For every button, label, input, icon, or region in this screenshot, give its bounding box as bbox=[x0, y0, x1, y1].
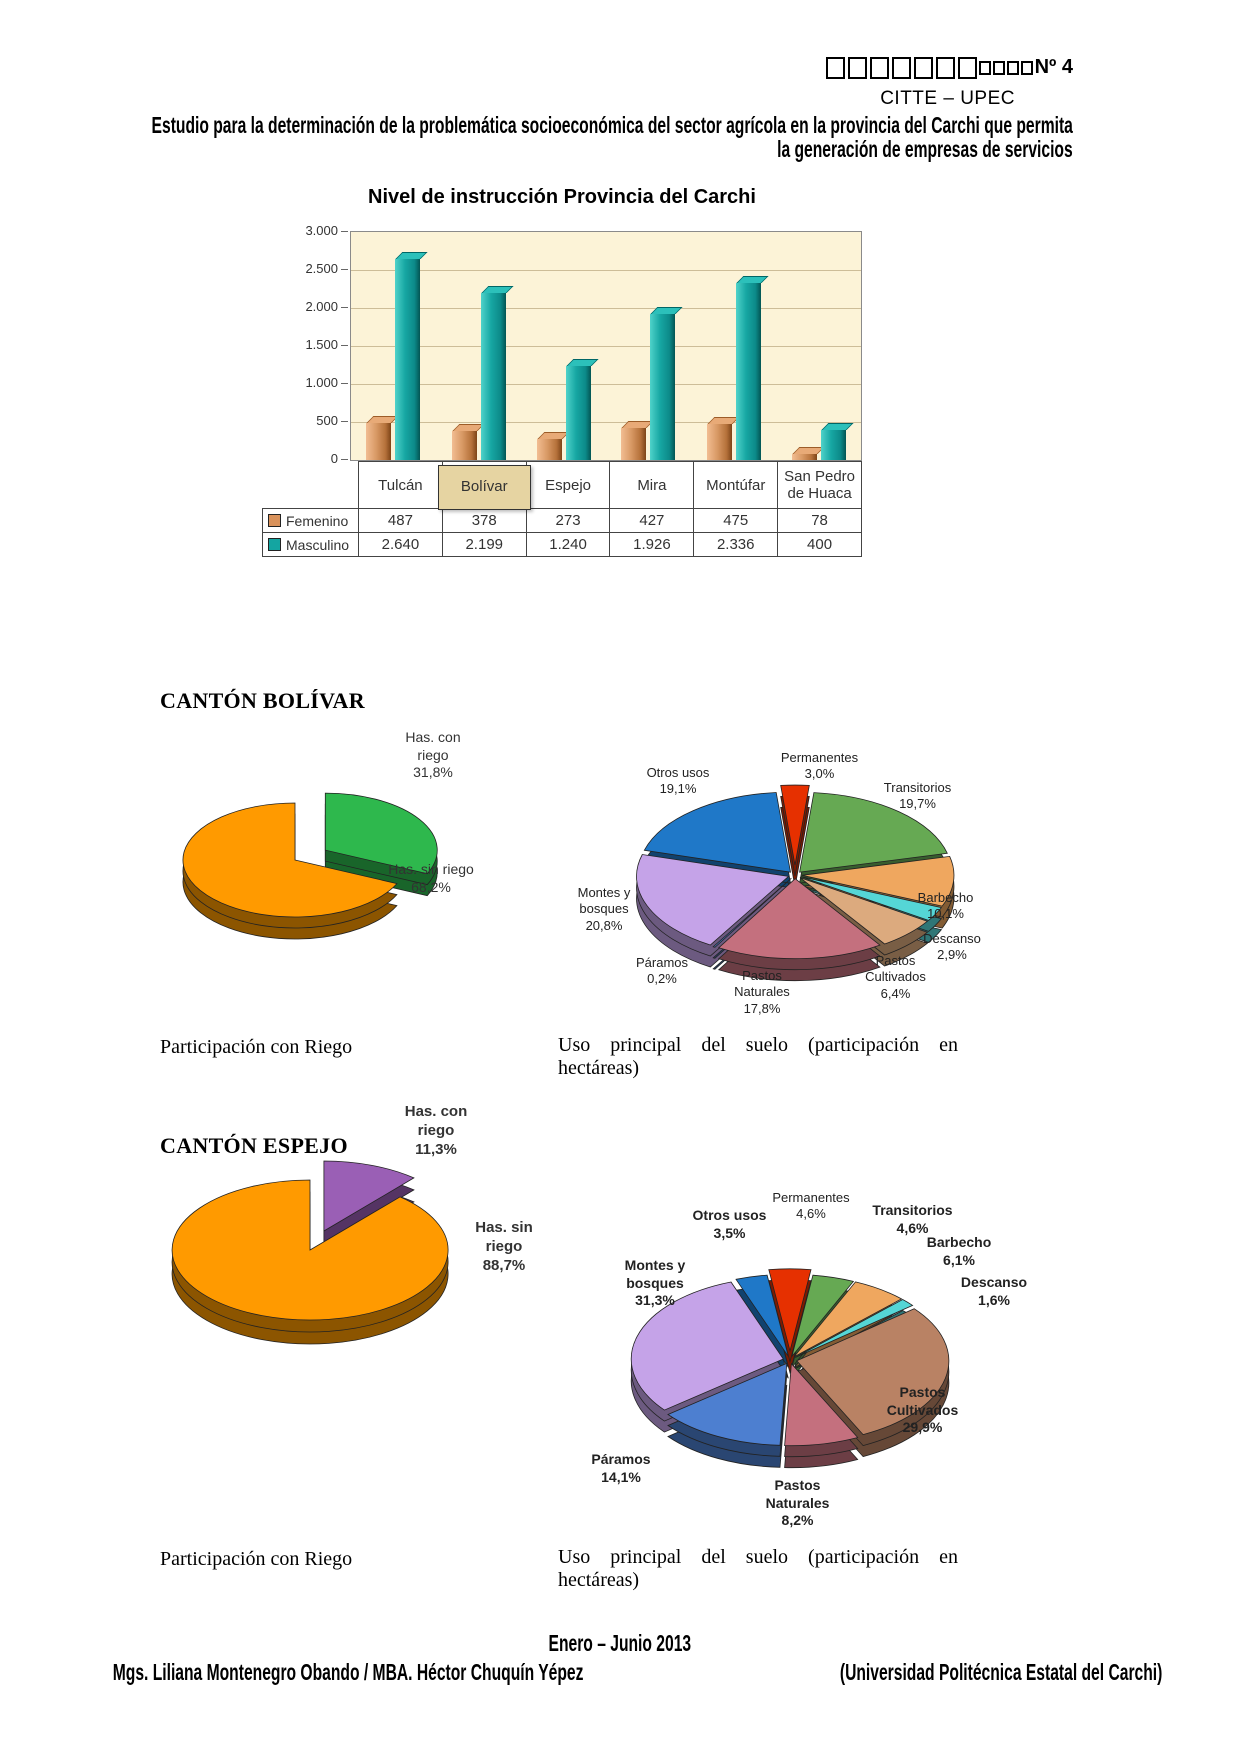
pie-label-montes-bosques: Montes y bosques 20,8% bbox=[577, 885, 631, 933]
pie-label-bolivar-sin-riego: Has. sin riego 68,2% bbox=[388, 861, 474, 895]
bar-chart-block: Nivel de instrucción Provincia del Carch… bbox=[262, 186, 862, 557]
caption-bolivar-riego: Participación con Riego bbox=[160, 1036, 353, 1058]
pie-label-barbecho: Barbecho 10,1% bbox=[917, 890, 974, 922]
pie-label-descanso: Descanso 2,9% bbox=[923, 931, 981, 963]
pie-label-transitorios: Transitorios 4,6% bbox=[872, 1202, 953, 1236]
missing-glyph-boxes bbox=[823, 56, 1033, 79]
footer-institution: (Universidad Politécnica Estatal del Car… bbox=[839, 1659, 1163, 1685]
caption-espejo-riego: Participación con Riego bbox=[160, 1548, 353, 1570]
footer-period: Enero – Junio 2013 bbox=[548, 1630, 692, 1656]
page-header: Nº 4 CITTE – UPEC Estudio para la determ… bbox=[0, 56, 1073, 161]
study-title-line2: la generación de empresas de servicios bbox=[777, 136, 1073, 162]
footer-authors-line: Mgs. Liliana Montenegro Obando / MBA. Hé… bbox=[0, 1659, 1240, 1685]
pie-label-pastos-cultivados: Pastos Cultivados 29,9% bbox=[886, 1384, 959, 1435]
pie-chart-bolivar-uso-suelo: Permanentes 3,0% Transitorios 19,7% Barb… bbox=[550, 665, 1020, 1033]
section-heading-bolivar: CANTÓN BOLÍVAR bbox=[160, 688, 365, 713]
pie-label-paramos: Páramos 14,1% bbox=[591, 1451, 651, 1485]
pie-label-otros-usos: Otros usos 19,1% bbox=[646, 765, 710, 797]
pie-label-pastos-naturales: Pastos Naturales 8,2% bbox=[765, 1477, 830, 1528]
organization-name: CITTE – UPEC bbox=[880, 88, 1015, 109]
pie-chart-espejo-uso-suelo: Permanentes 4,6% Transitorios 4,6% Barbe… bbox=[545, 1060, 1057, 1545]
pie-label-otros-usos: Otros usos 3,5% bbox=[692, 1207, 767, 1241]
bar-chart: 3.000 2.500 2.000 1.500 1.000 500 0 bbox=[262, 223, 862, 466]
caption-bolivar-uso: Uso principal del suelo (participación e… bbox=[558, 1034, 958, 1079]
pie-label-barbecho: Barbecho 6,1% bbox=[926, 1234, 992, 1268]
pie-label-espejo-sin-riego: Has. sin riego 88,7% bbox=[475, 1219, 533, 1274]
pie-label-descanso: Descanso 1,6% bbox=[960, 1274, 1028, 1308]
issue-number-line: Nº 4 bbox=[0, 56, 1073, 84]
pie-label-pastos-naturales: Pastos Naturales 17,8% bbox=[734, 968, 790, 1016]
bar-chart-plot-area bbox=[350, 231, 862, 461]
pie-label-bolivar-con-riego: Has. con riego 31,8% bbox=[405, 729, 461, 780]
section-heading-espejo: CANTÓN ESPEJO bbox=[160, 1133, 348, 1158]
pie-label-transitorios: Transitorios 19,7% bbox=[883, 780, 952, 812]
pie-chart-espejo-riego: Has. con riego 11,3% Has. sin riego 88,7… bbox=[160, 1095, 555, 1380]
pie-label-pastos-cultivados: Pastos Cultivados 6,4% bbox=[865, 953, 926, 1001]
pie-chart-bolivar-riego: Has. con riego 31,8% Has. sin riego 68,2… bbox=[160, 715, 500, 983]
pie-label-permanentes: Permanentes 4,6% bbox=[772, 1190, 850, 1222]
bar-chart-y-axis: 3.000 2.500 2.000 1.500 1.000 500 0 bbox=[305, 223, 349, 466]
issue-number: Nº 4 bbox=[1034, 56, 1073, 79]
bar-chart-data-table: Tulcán Bolívar Espejo Mira Montúfar San Pedro… bbox=[262, 461, 862, 557]
bar-chart-title: Nivel de instrucción Provincia del Carch… bbox=[368, 186, 756, 208]
pie-label-espejo-con-riego: Has. con riego 11,3% bbox=[404, 1103, 468, 1158]
footer-authors: Mgs. Liliana Montenegro Obando / MBA. Hé… bbox=[112, 1659, 584, 1685]
caption-espejo-uso: Uso principal del suelo (participación e… bbox=[558, 1546, 958, 1591]
pie-label-paramos: Páramos 0,2% bbox=[635, 955, 689, 987]
pie-label-montes-bosques: Montes y bosques 31,3% bbox=[624, 1257, 686, 1308]
study-title-line1: Estudio para la determinación de la prob… bbox=[151, 112, 1073, 138]
pie-label-permanentes: Permanentes 3,0% bbox=[780, 750, 859, 782]
page-footer: Enero – Junio 2013 Mgs. Liliana Monteneg… bbox=[0, 1630, 1240, 1685]
